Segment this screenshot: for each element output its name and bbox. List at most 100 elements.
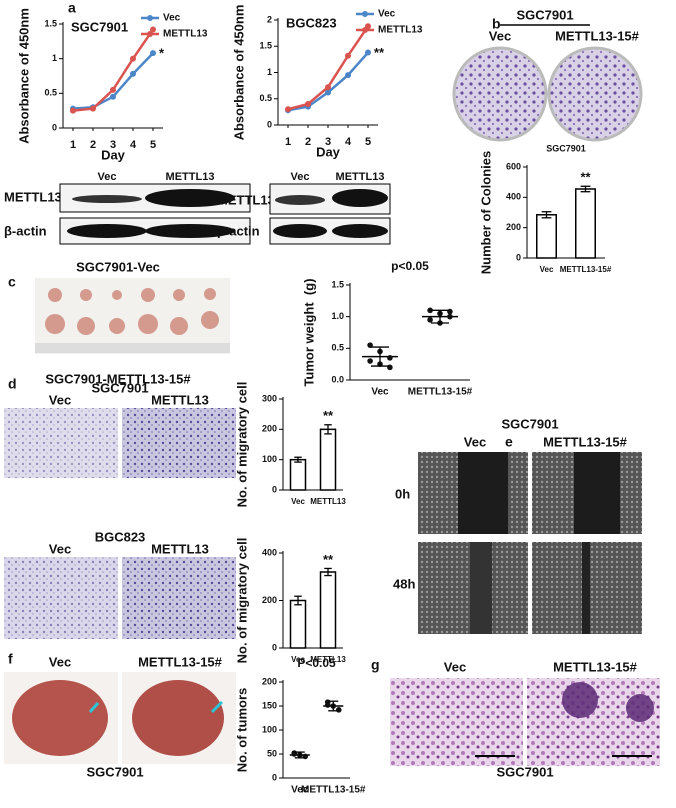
- x-tick-label: 2: [305, 136, 311, 148]
- point: [427, 307, 433, 314]
- annotation: *: [159, 46, 165, 61]
- point: [324, 702, 331, 708]
- y-tick-label: 0: [272, 484, 277, 494]
- point: [285, 106, 291, 113]
- chart-title: p<0.05: [391, 259, 429, 273]
- panel-letter: d: [8, 376, 17, 392]
- y-tick-label: 0: [52, 122, 57, 132]
- legend-swatch: [362, 11, 368, 17]
- y-tick-label: 1.5: [331, 279, 344, 289]
- x-tick-label: Vec: [371, 387, 389, 398]
- point: [387, 364, 393, 371]
- x-tick-label: 1: [285, 136, 291, 148]
- x-tick-label: 2: [90, 139, 96, 151]
- plate-header: Vec: [489, 28, 511, 43]
- point: [387, 355, 393, 361]
- y-tick-label: 0: [267, 119, 272, 129]
- blot-header: METTL13: [336, 171, 385, 183]
- photo-image: [35, 278, 230, 354]
- blot-row: β-actin: [4, 223, 47, 238]
- y-tick-label: 200: [262, 676, 277, 686]
- y-axis-label: Absorbance of 450nm: [231, 5, 246, 141]
- y-axis-label: Absorbance of 450nm: [16, 8, 31, 144]
- chart-title: P<0.05: [297, 656, 336, 670]
- micrograph: [4, 557, 118, 639]
- wound-gap: [582, 542, 590, 634]
- x-tick-label: 3: [110, 139, 116, 151]
- wound-gap: [470, 542, 492, 634]
- point: [90, 105, 96, 112]
- band: [145, 189, 235, 207]
- micrograph: [122, 557, 236, 639]
- y-axis-label: No. of migratory cell: [234, 382, 249, 508]
- blot-header: Vec: [291, 171, 310, 183]
- x-tick-label: 5: [150, 139, 156, 151]
- y-axis-label: Tumor weight (g): [301, 278, 316, 386]
- bar: [289, 458, 307, 491]
- y-tick-label: 0.5: [259, 93, 272, 103]
- arrow: [210, 700, 224, 714]
- panel-letter: f: [8, 651, 13, 667]
- colony-plates: SGC7901 Vec METTL13-15#: [452, 7, 643, 142]
- micrograph: [390, 678, 523, 766]
- point: [110, 86, 116, 93]
- tumors: [45, 288, 219, 335]
- bar: [575, 188, 596, 259]
- y-tick-label: 1: [52, 53, 57, 63]
- wound-images: SGC7901 Vec METTL13-15# 0h 48h: [393, 416, 642, 634]
- x-tick-label: METTL13: [310, 655, 346, 664]
- image-header: Vec: [464, 434, 486, 449]
- lung: [12, 680, 108, 756]
- image-header: METTL13-15#: [138, 654, 223, 669]
- caption: SGC7901: [86, 764, 143, 779]
- x-tick-label: METTL13-15#: [408, 387, 473, 398]
- point: [345, 72, 351, 79]
- band: [332, 189, 388, 207]
- legend-swatch: [147, 15, 153, 21]
- legend-label: METTL13: [163, 29, 208, 40]
- x-tick-label: Vec: [540, 265, 554, 274]
- x-tick-label: 4: [345, 136, 352, 148]
- annotation: **: [580, 170, 591, 185]
- panel-letter: a: [68, 0, 76, 16]
- point: [447, 308, 453, 315]
- band: [273, 224, 327, 238]
- x-tick-label: 3: [325, 136, 331, 148]
- y-axis-label: No. of migratory cell: [234, 538, 249, 664]
- x-tick-label: Vec: [291, 785, 309, 796]
- x-tick-label: Vec: [291, 655, 305, 664]
- panel-letter: e: [505, 434, 513, 450]
- plate-image: [547, 46, 643, 142]
- tumor-photo: SGC7901-Vec SGC7901-METTL13-15#: [35, 259, 230, 386]
- plate-header: METTL13-15#: [555, 28, 640, 43]
- x-axis-label: Day: [101, 147, 126, 162]
- image-header: Vec: [444, 659, 466, 674]
- y-tick-label: 0.5: [331, 343, 344, 353]
- annotation: **: [323, 408, 334, 423]
- ruler: [35, 343, 230, 353]
- bar: [319, 571, 337, 649]
- arrow: [88, 702, 100, 713]
- y-tick-label: 1: [267, 67, 272, 77]
- image-header: METTL13: [151, 392, 209, 407]
- image-header: METTL13-15#: [543, 434, 628, 449]
- band: [145, 224, 235, 238]
- legend-label: METTL13: [378, 25, 423, 36]
- point: [325, 89, 331, 96]
- panel-letter: b: [492, 16, 501, 32]
- y-tick-label: 1.0: [331, 311, 344, 321]
- cell-line: BGC823: [95, 529, 146, 544]
- chart-title: BGC823: [286, 15, 337, 30]
- y-tick-label: 150: [262, 700, 277, 710]
- panel-letters: a b c d e f g: [8, 0, 513, 673]
- y-tick-label: 200: [262, 595, 277, 605]
- blot-header: Vec: [98, 171, 117, 183]
- lung: [132, 680, 224, 756]
- panel-letter: c: [8, 274, 16, 290]
- y-tick-label: 100: [262, 724, 277, 734]
- y-tick-label: 0: [516, 252, 521, 262]
- point: [130, 70, 136, 77]
- x-tick-label: METTL13-15#: [301, 785, 366, 796]
- y-tick-label: 0: [272, 642, 277, 652]
